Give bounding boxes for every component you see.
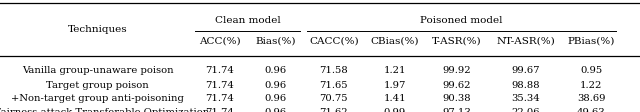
Text: 71.62: 71.62 — [319, 108, 348, 112]
Text: 99.92: 99.92 — [442, 66, 470, 75]
Text: T-ASR(%): T-ASR(%) — [431, 37, 481, 46]
Text: 90.38: 90.38 — [442, 94, 470, 103]
Text: 71.58: 71.58 — [319, 66, 348, 75]
Text: Techniques: Techniques — [68, 25, 127, 34]
Text: 1.21: 1.21 — [383, 66, 406, 75]
Text: +Non-target group anti-poisoning: +Non-target group anti-poisoning — [11, 94, 184, 103]
Text: 0.96: 0.96 — [264, 81, 287, 90]
Text: 0.96: 0.96 — [264, 94, 287, 103]
Text: Clean model: Clean model — [215, 16, 280, 25]
Text: Target group poison: Target group poison — [46, 81, 149, 90]
Text: Vanilla group-unaware poison: Vanilla group-unaware poison — [22, 66, 173, 75]
Text: 71.74: 71.74 — [205, 81, 234, 90]
Text: Poisoned model: Poisoned model — [420, 16, 502, 25]
Text: +Fairness-attack Transferable Optimization: +Fairness-attack Transferable Optimizati… — [0, 108, 209, 112]
Text: CACC(%): CACC(%) — [309, 37, 358, 46]
Text: 70.75: 70.75 — [319, 94, 348, 103]
Text: ACC(%): ACC(%) — [199, 37, 241, 46]
Text: 71.65: 71.65 — [319, 81, 348, 90]
Text: NT-ASR(%): NT-ASR(%) — [496, 37, 555, 46]
Text: 99.67: 99.67 — [511, 66, 540, 75]
Text: 99.62: 99.62 — [442, 81, 470, 90]
Text: 98.88: 98.88 — [511, 81, 540, 90]
Text: 0.96: 0.96 — [264, 108, 287, 112]
Text: 49.63: 49.63 — [577, 108, 605, 112]
Text: 35.34: 35.34 — [511, 94, 540, 103]
Text: 38.69: 38.69 — [577, 94, 605, 103]
Text: 1.41: 1.41 — [383, 94, 406, 103]
Text: 71.74: 71.74 — [205, 94, 234, 103]
Text: 71.74: 71.74 — [205, 108, 234, 112]
Text: Bias(%): Bias(%) — [255, 37, 296, 46]
Text: 0.95: 0.95 — [580, 66, 602, 75]
Text: 71.74: 71.74 — [205, 66, 234, 75]
Text: 1.22: 1.22 — [580, 81, 602, 90]
Text: 0.96: 0.96 — [264, 66, 287, 75]
Text: PBias(%): PBias(%) — [568, 37, 615, 46]
Text: 0.99: 0.99 — [383, 108, 406, 112]
Text: 22.06: 22.06 — [511, 108, 540, 112]
Text: 1.97: 1.97 — [383, 81, 406, 90]
Text: 97.13: 97.13 — [442, 108, 470, 112]
Text: CBias(%): CBias(%) — [371, 37, 419, 46]
